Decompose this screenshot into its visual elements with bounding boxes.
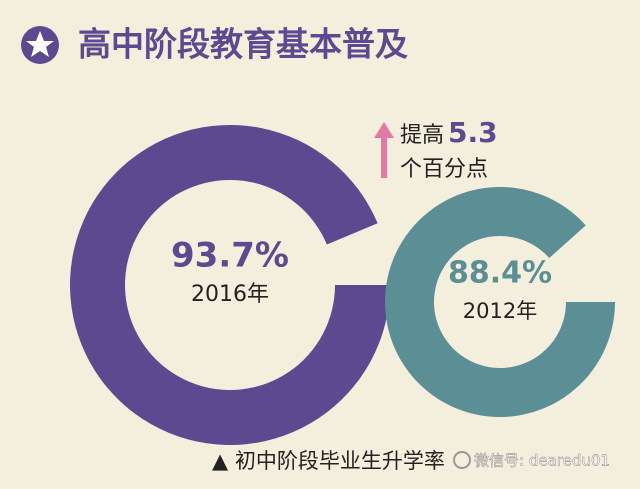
annotation-value: 5.3 [448,116,498,149]
increase-arrow [374,122,394,178]
watermark: 微信号: dearedu01 [474,452,610,470]
annotation-prefix: 提高 [400,123,444,148]
category-label: 2016年 [191,282,269,307]
value-label: 88.4% [448,256,552,291]
watermark-icon [453,451,471,469]
donut-arc [70,124,391,446]
annotation-suffix: 个百分点 [400,157,488,182]
caption: ▲ 初中阶段毕业生升学率 [212,449,445,473]
value-label: 93.7% [171,236,289,276]
chart-title: 高中阶段教育基本普及 [78,25,408,64]
category-label: 2012年 [463,299,537,323]
title-star [26,31,54,57]
donut-arc [385,187,615,417]
